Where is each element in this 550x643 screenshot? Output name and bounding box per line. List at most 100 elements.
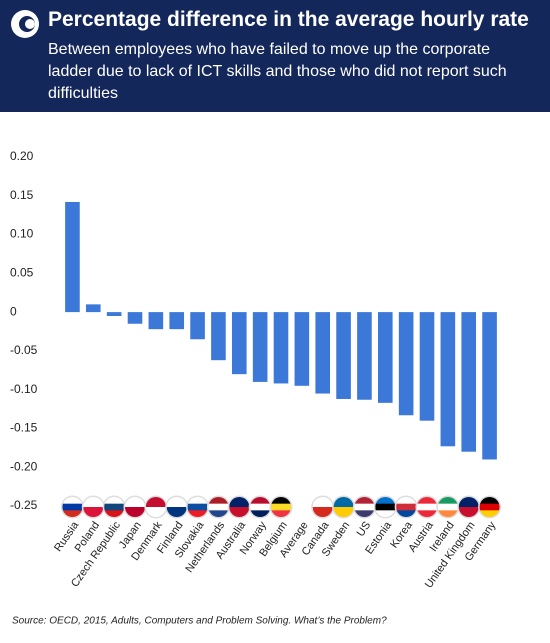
flag-stripe (229, 497, 250, 508)
bar (148, 312, 164, 330)
flag-stripe (396, 503, 417, 511)
flag-icon (352, 495, 376, 519)
flag-stripe (104, 497, 125, 504)
flag-stripe (437, 510, 458, 517)
subtitle: Between employees who have failed to mov… (48, 41, 507, 102)
flag-stripe (250, 497, 271, 504)
bar (461, 312, 477, 452)
bar (482, 312, 497, 460)
bar (273, 312, 289, 384)
flag-icon (269, 495, 293, 519)
flag-stripe (354, 497, 375, 504)
flag-stripe (479, 497, 500, 504)
bar (211, 312, 226, 361)
flag-icon (165, 495, 189, 519)
flag-icon (144, 495, 168, 519)
flag-icon (81, 495, 105, 519)
flag-stripe (250, 510, 271, 517)
bar (357, 312, 372, 400)
flag-stripe (354, 503, 375, 511)
flag-icon (186, 495, 210, 519)
flag-stripe (479, 510, 500, 517)
flag-stripe (312, 507, 333, 517)
flag-stripe (62, 503, 83, 511)
flag-stripe (229, 507, 250, 517)
flag-icon (373, 495, 397, 519)
flag-stripe (354, 510, 375, 517)
flag-stripe (458, 507, 479, 517)
flag-stripe (166, 507, 187, 517)
bar (127, 312, 143, 324)
logo (11, 10, 39, 38)
bar (231, 312, 247, 375)
x-tick-label: US (355, 520, 374, 539)
flag-stripe (187, 510, 208, 517)
flag-icon (415, 495, 439, 519)
flag-stripe (417, 503, 437, 511)
flag-stripe (271, 510, 291, 517)
flag-icon (60, 495, 84, 519)
flag-stripe (437, 503, 458, 511)
flag-stripe (396, 510, 417, 517)
flag-stripe (479, 503, 500, 511)
y-tick-label: -0.05 (10, 343, 38, 357)
flag-stripe (375, 510, 396, 517)
flag-stripe (437, 497, 458, 504)
bar (106, 312, 122, 316)
flag-stripe (250, 503, 271, 511)
flag-stripe (104, 510, 125, 517)
flag-icon (311, 495, 335, 519)
flag-stripe (271, 497, 291, 504)
flag-stripe (125, 507, 145, 517)
title: Percentage difference in the average hou… (48, 8, 529, 31)
bar (294, 312, 310, 386)
bar (336, 312, 351, 399)
flag-icon (436, 495, 460, 519)
y-tick-label: 0 (10, 304, 17, 318)
bar (377, 312, 393, 403)
bar (169, 312, 185, 330)
source: Source: OECD, 2015, Adults, Computers an… (12, 616, 387, 627)
flag-stripe (125, 497, 145, 508)
header: Percentage difference in the average hou… (0, 0, 550, 112)
flag-icon (332, 495, 356, 519)
flag-icon (227, 495, 251, 519)
flag-stripe (145, 507, 166, 517)
flag-stripe (271, 503, 291, 511)
y-tick-label: -0.25 (10, 498, 38, 512)
flag-icon (248, 495, 272, 519)
flag-stripe (208, 510, 229, 517)
flag-stripe (417, 510, 437, 517)
flag-stripe (417, 497, 437, 504)
y-tick-label: -0.15 (10, 421, 38, 435)
bar (315, 312, 331, 394)
flag-stripe (333, 497, 354, 508)
bar (65, 201, 80, 313)
bar (252, 312, 268, 382)
flag-stripe (166, 497, 187, 508)
flag-stripe (396, 497, 417, 504)
y-tick-label: 0.05 (10, 266, 34, 280)
bar (85, 304, 101, 313)
y-tick-label: 0.10 (10, 227, 34, 241)
flag-icon (123, 495, 147, 519)
flag-stripe (312, 497, 333, 508)
bar (190, 312, 205, 340)
flag-icon (457, 495, 481, 519)
y-tick-label: 0.15 (10, 188, 34, 202)
flag-stripe (187, 497, 208, 504)
bar (398, 312, 414, 416)
flag-icon (102, 495, 126, 519)
flag-stripe (83, 497, 104, 508)
flag-icon (478, 495, 502, 519)
flag-stripe (187, 503, 208, 511)
y-tick-label: -0.20 (10, 459, 38, 473)
flag-icon (206, 495, 230, 519)
bar (419, 312, 435, 421)
flag-stripe (208, 503, 229, 511)
y-tick-label: 0.20 (10, 149, 34, 163)
flag-stripe (333, 507, 354, 517)
flag-stripe (458, 497, 479, 508)
